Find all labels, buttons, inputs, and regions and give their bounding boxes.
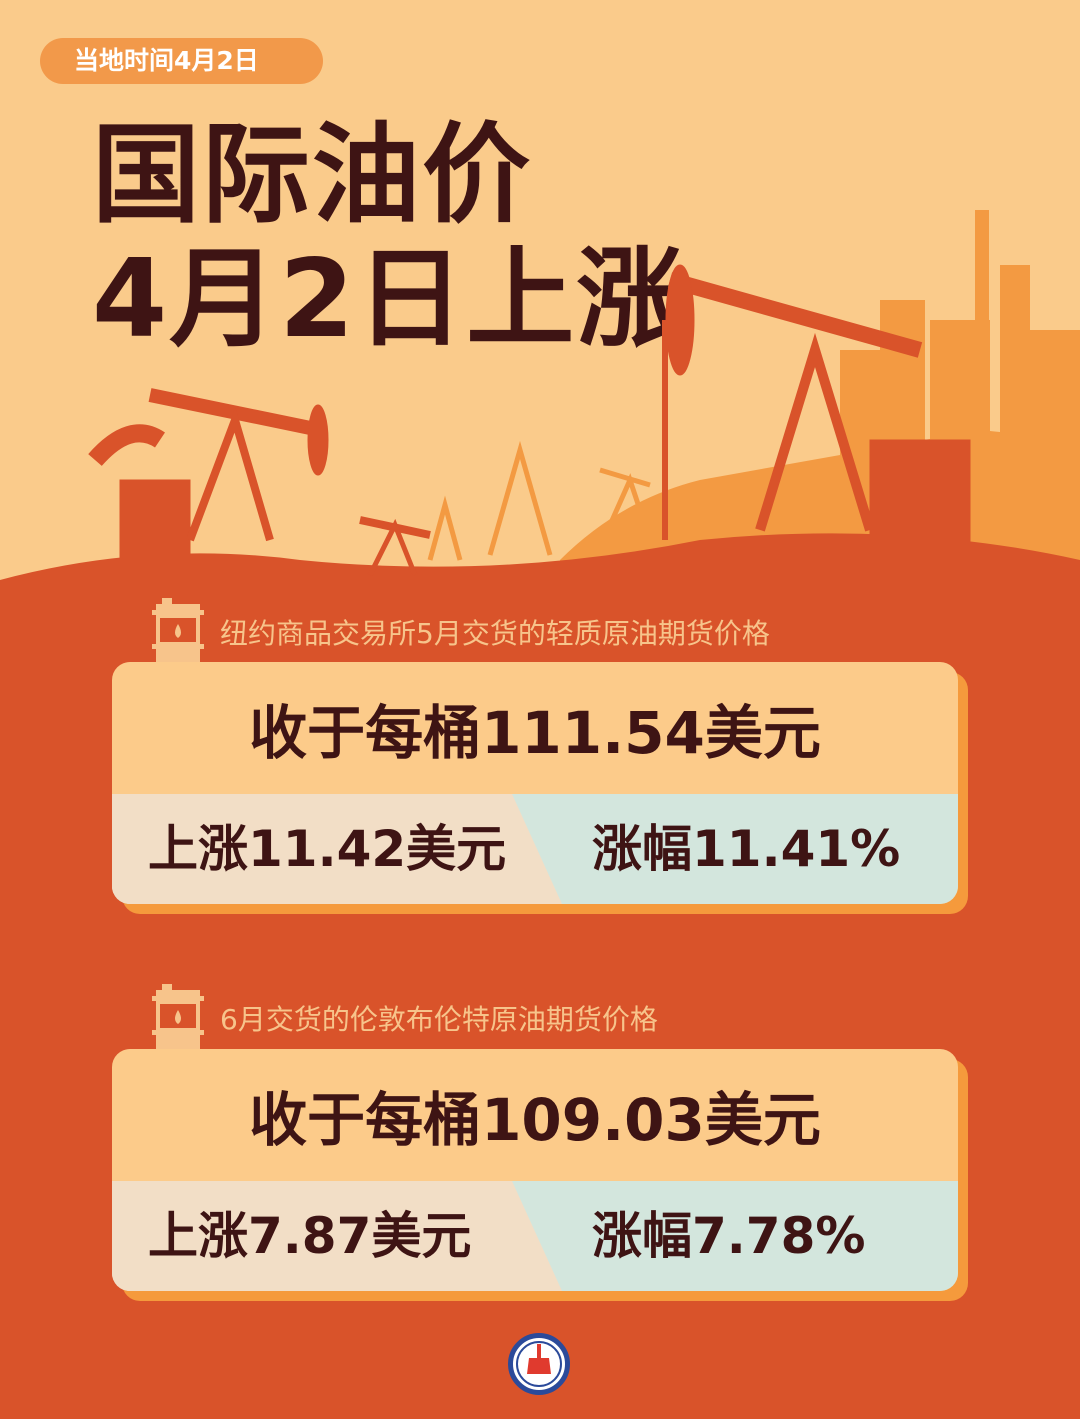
rise-amount: 上涨7.87美元 xyxy=(148,1207,472,1265)
title-line-2: 4月2日上涨 xyxy=(92,237,687,362)
oilfield-illustration xyxy=(0,210,1080,620)
rise-panel xyxy=(112,794,562,904)
section-2-label: 6月交货的伦敦布伦特原油期货价格 xyxy=(220,1003,658,1036)
change-percent: 涨幅11.41% xyxy=(592,820,901,878)
title-line-1: 国际油价 xyxy=(92,113,533,238)
xinhua-logo xyxy=(508,1333,570,1395)
rise-amount: 上涨11.42美元 xyxy=(148,820,507,878)
section-1-label: 纽约商品交易所5月交货的轻质原油期货价格 xyxy=(220,617,770,650)
date-badge: 当地时间4月2日 xyxy=(40,38,323,84)
change-percent: 涨幅7.78% xyxy=(592,1207,866,1265)
card-2: 收于每桶109.03美元 上涨7.87美元 涨幅7.78% xyxy=(112,1049,958,1291)
xinhua-emblem-icon xyxy=(516,1341,562,1387)
close-price: 收于每桶109.03美元 xyxy=(249,1086,821,1154)
card-1: 收于每桶111.54美元 上涨11.42美元 涨幅11.41% xyxy=(112,662,958,904)
rise-panel xyxy=(112,1181,562,1291)
close-price: 收于每桶111.54美元 xyxy=(249,699,821,767)
